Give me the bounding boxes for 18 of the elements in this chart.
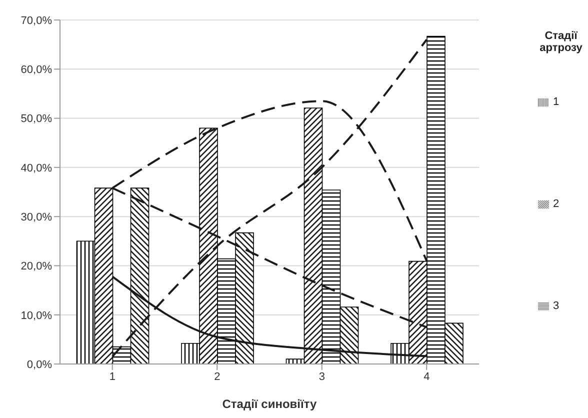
y-tick-label: 0,0% (26, 358, 52, 371)
y-tick-label: 50,0% (20, 113, 52, 126)
y-tick-label: 40,0% (20, 162, 52, 174)
x-tick-label: 4 (424, 370, 430, 383)
y-tick-label: 70,0% (20, 14, 52, 27)
x-tick-label: 1 (109, 370, 116, 383)
line-series (111, 38, 428, 358)
y-tick-label: 20,0% (20, 260, 52, 273)
y-tick-label: 10,0% (20, 310, 52, 322)
legend-title: Стадії артрозу (538, 30, 584, 54)
legend-label: 1 (553, 96, 560, 108)
legend-label: 3 (553, 300, 560, 312)
y-tick-label: 60,0% (20, 64, 52, 76)
x-tick-label: 2 (214, 370, 220, 383)
y-tick-label: 30,0% (20, 211, 52, 224)
legend-label: 2 (553, 198, 560, 210)
x-tick-label: 3 (318, 370, 325, 383)
x-axis-title: Стадії синовіїту (222, 397, 318, 411)
